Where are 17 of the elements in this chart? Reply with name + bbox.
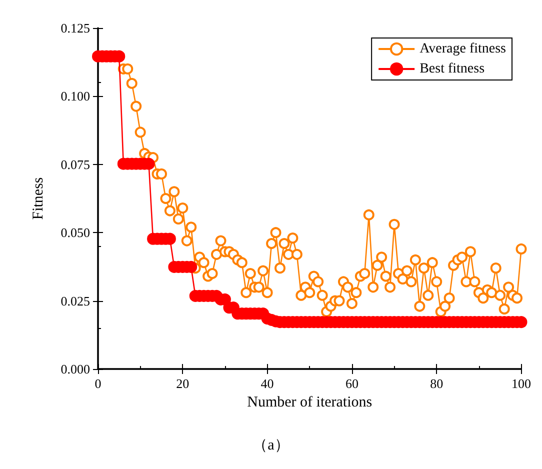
x-tick-label: 40 <box>260 376 274 391</box>
x-axis-title: Number of iterations <box>247 394 372 410</box>
legend-label: Average fitness <box>420 42 506 56</box>
x-tick-label: 0 <box>94 376 102 391</box>
y-tick-label: 0.100 <box>60 88 90 104</box>
y-axis-title: Fitness <box>30 177 46 220</box>
x-tick-label: 80 <box>430 376 444 391</box>
y-tick-label: 0.050 <box>60 225 90 240</box>
y-tick-label: 0.075 <box>60 156 90 172</box>
x-tick-label: 60 <box>345 376 358 391</box>
y-tick-label: 0.125 <box>60 20 90 36</box>
y-tick-label: 0.025 <box>60 293 90 308</box>
legend-label: Best fitness <box>420 62 485 76</box>
y-tick-label: 0.000 <box>60 362 90 376</box>
text: （a） <box>252 438 290 454</box>
x-tick-label: 100 <box>512 376 531 391</box>
x-tick-label: 20 <box>176 376 190 391</box>
